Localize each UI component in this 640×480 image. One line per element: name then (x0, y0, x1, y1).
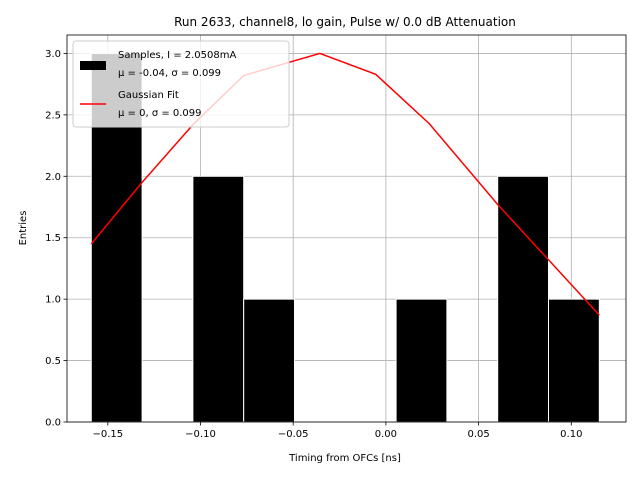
x-tick-label: 0.10 (560, 429, 582, 440)
legend-fit-stats: μ = 0, σ = 0.099 (118, 108, 202, 119)
y-axis-label: Entries (18, 211, 29, 246)
y-tick-label: 0.0 (45, 418, 61, 429)
x-axis: −0.15 −0.10 −0.05 0.00 0.05 0.10 (92, 422, 582, 440)
histogram-bar (497, 175, 550, 423)
y-tick-label: 2.0 (45, 172, 61, 183)
x-tick-label: 0.00 (375, 429, 397, 440)
y-tick-label: 0.5 (45, 356, 61, 367)
x-tick-label: −0.05 (278, 429, 309, 440)
histogram-bar (548, 298, 600, 423)
chart-title: Run 2633, channel8, lo gain, Pulse w/ 0.… (174, 15, 516, 29)
legend-fit-label: Gaussian Fit (118, 90, 179, 101)
gaussian-fit-line (90, 52, 600, 316)
legend-samples-label: Samples, I = 2.0508mA (118, 50, 236, 61)
histogram-bars (90, 52, 600, 423)
fit-curve (90, 52, 600, 316)
y-tick-label: 1.5 (45, 233, 61, 244)
histogram-bar (192, 175, 245, 423)
x-axis-label: Timing from OFCs [ns] (288, 453, 401, 464)
y-axis: 0.0 0.5 1.0 1.5 2.0 2.5 3.0 (45, 49, 67, 429)
legend: Samples, I = 2.0508mA μ = -0.04, σ = 0.0… (72, 40, 290, 128)
legend-samples-stats: μ = -0.04, σ = 0.099 (118, 68, 221, 79)
x-tick-label: −0.10 (185, 429, 216, 440)
y-tick-label: 3.0 (45, 49, 61, 60)
x-tick-label: −0.15 (92, 429, 123, 440)
x-tick-label: 0.05 (467, 429, 489, 440)
legend-samples-swatch (80, 61, 106, 70)
y-tick-label: 2.5 (45, 110, 61, 121)
histogram-bar (395, 298, 448, 423)
legend-box (72, 40, 290, 128)
y-tick-label: 1.0 (45, 295, 61, 306)
histogram-bar (243, 298, 295, 423)
plot-frame (66, 34, 627, 423)
